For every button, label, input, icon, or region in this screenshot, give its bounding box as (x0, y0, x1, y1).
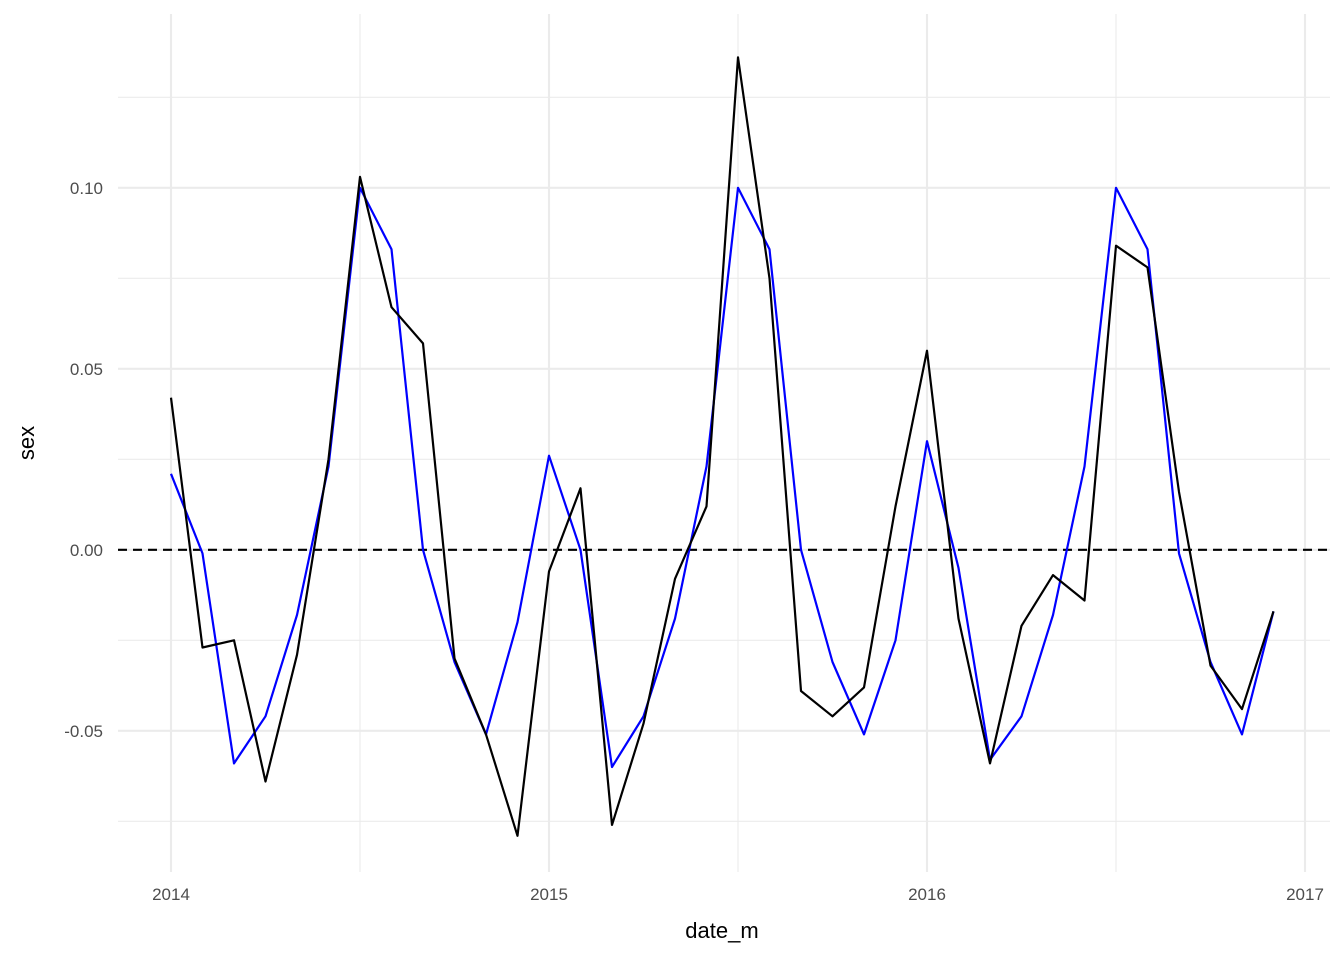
x-tick-label: 2014 (152, 885, 190, 904)
major-gridlines (118, 14, 1330, 872)
y-tick-label: 0.10 (70, 179, 103, 198)
series-line-black (169, 56, 1275, 837)
x-axis-ticks: 2014 2015 2016 2017 (152, 885, 1324, 904)
x-tick-label: 2017 (1286, 885, 1324, 904)
series-layer (169, 56, 1275, 837)
x-axis-title: date_m (685, 918, 758, 943)
minor-gridlines (118, 14, 1330, 872)
y-axis-ticks: 0.10 0.05 0.00 -0.05 (64, 179, 103, 741)
series-line-blue (169, 186, 1275, 769)
x-tick-label: 2016 (908, 885, 946, 904)
y-tick-label: 0.00 (70, 541, 103, 560)
y-tick-label: -0.05 (64, 722, 103, 741)
y-tick-label: 0.05 (70, 360, 103, 379)
y-axis-title: sex (14, 426, 39, 460)
x-tick-label: 2015 (530, 885, 568, 904)
